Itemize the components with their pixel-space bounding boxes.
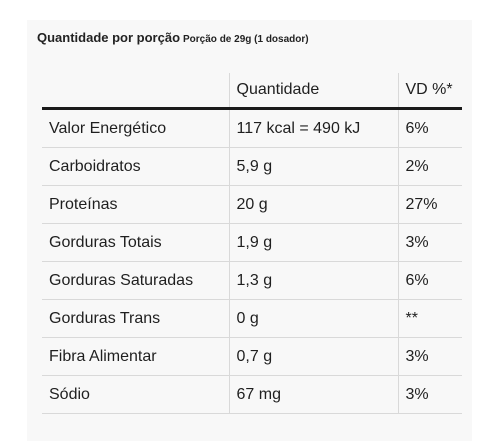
table-row: Gorduras Totais 1,9 g 3% (42, 223, 462, 262)
table-row: Fibra Alimentar 0,7 g 3% (42, 337, 462, 376)
nutrient-name: Gorduras Saturadas (42, 261, 229, 300)
nutrient-daily-value: 2% (397, 147, 462, 186)
nutrient-name: Carboidratos (42, 147, 229, 186)
nutrient-quantity: 1,3 g (228, 261, 398, 300)
nutrient-name: Fibra Alimentar (42, 337, 229, 376)
nutrient-daily-value: 3% (397, 337, 462, 376)
header-daily-value: VD %* (397, 73, 462, 110)
nutrient-name: Sódio (42, 375, 229, 414)
nutrient-name: Valor Energético (42, 108, 229, 148)
nutrient-daily-value: 6% (397, 261, 462, 300)
header-nutrient (42, 73, 229, 110)
nutrient-name: Gorduras Trans (42, 299, 229, 338)
header-quantity: Quantidade (228, 73, 398, 110)
table-row: Gorduras Saturadas 1,3 g 6% (42, 261, 462, 300)
nutrient-daily-value: 27% (397, 185, 462, 224)
nutrient-daily-value: 3% (397, 223, 462, 262)
header-row: Quantidade VD %* (42, 73, 462, 110)
nutrient-quantity: 5,9 g (228, 147, 398, 186)
table-caption: Quantidade por porção Porção de 29g (1 do… (37, 29, 309, 47)
nutrient-quantity: 1,9 g (228, 223, 398, 262)
nutrient-quantity: 117 kcal = 490 kJ (228, 108, 398, 148)
nutrition-table: Quantidade VD %* Valor Energético 117 kc… (42, 73, 462, 414)
table-row: Proteínas 20 g 27% (42, 185, 462, 224)
nutrient-quantity: 20 g (228, 185, 398, 224)
nutrient-quantity: 67 mg (228, 375, 398, 414)
caption-title: Quantidade por porção (37, 30, 181, 45)
nutrition-facts-panel: Quantidade por porção Porção de 29g (1 do… (27, 20, 472, 441)
table-row: Carboidratos 5,9 g 2% (42, 147, 462, 186)
table-row: Gorduras Trans 0 g ** (42, 299, 462, 338)
serving-size: Porção de 29g (1 dosador) (183, 34, 309, 45)
table-row: Valor Energético 117 kcal = 490 kJ 6% (42, 108, 462, 148)
table-row: Sódio 67 mg 3% (42, 375, 462, 414)
nutrient-quantity: 0 g (228, 299, 398, 338)
nutrient-daily-value: 6% (397, 108, 462, 148)
nutrient-quantity: 0,7 g (228, 337, 398, 376)
nutrient-name: Gorduras Totais (42, 223, 229, 262)
nutrient-daily-value: 3% (397, 375, 462, 414)
nutrient-name: Proteínas (42, 185, 229, 224)
nutrient-daily-value: ** (397, 299, 462, 338)
